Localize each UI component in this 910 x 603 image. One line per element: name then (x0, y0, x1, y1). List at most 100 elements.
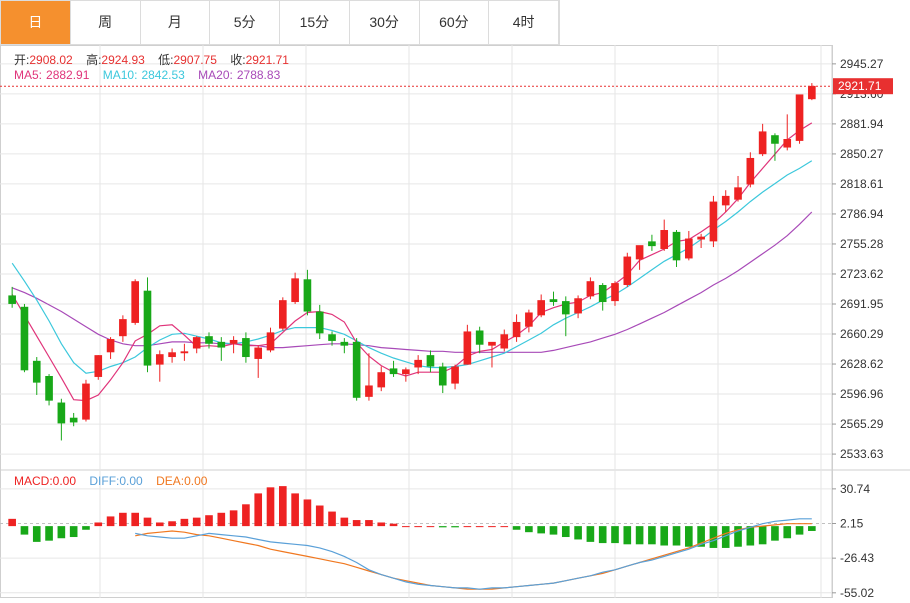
candle-body (180, 351, 189, 354)
candle-body (746, 157, 755, 185)
macd-bar (463, 526, 472, 528)
ma10-value: 2842.53 (141, 68, 185, 82)
macd-bar (672, 526, 681, 546)
last-price-label: 2921.71 (838, 79, 882, 93)
tab-0[interactable]: 日 (1, 1, 71, 44)
tab-5[interactable]: 30分 (350, 1, 420, 44)
dea-value: 0.00 (184, 474, 208, 488)
candle-body (500, 334, 509, 349)
macd-bar (315, 505, 324, 527)
macd-bar (414, 526, 422, 528)
price-tick-label: 2723.62 (840, 267, 884, 281)
macd-bar (266, 487, 275, 527)
macd-bar (771, 526, 779, 541)
candle-body (45, 375, 53, 401)
ohlc-info: 开:2908.02 高:2924.93 低:2907.75 收:2921.71 (14, 51, 299, 68)
macd-tick-label: 2.15 (840, 517, 864, 531)
macd-bar (561, 526, 570, 538)
candle-body (20, 306, 29, 371)
candle-body (291, 278, 299, 303)
candle-body (279, 300, 287, 329)
candle-body (463, 331, 472, 365)
diff-value: 0.00 (119, 474, 143, 488)
macd-bar (106, 516, 115, 527)
diff-info-item: DIFF:0.00 (89, 474, 142, 488)
candle-body (192, 337, 201, 349)
macd-bar (8, 518, 16, 527)
macd-bar (512, 526, 521, 530)
candlestick-chart[interactable]: 2945.272913.602881.942850.272818.612786.… (0, 45, 910, 600)
macd-tick-label: -26.43 (840, 551, 874, 565)
price-tick-label: 2755.28 (840, 237, 884, 251)
candle-body (451, 366, 459, 384)
candle-body (377, 372, 386, 388)
ma5-info: MA5: 2882.91 (14, 68, 89, 82)
tab-3[interactable]: 5分 (210, 1, 280, 44)
macd-info: MACD:0.00 DIFF:0.00 DEA:0.00 (14, 474, 217, 488)
high-value: 2924.93 (101, 53, 145, 67)
macd-info-item: MACD:0.00 (14, 474, 76, 488)
candle-body (758, 131, 767, 155)
candle-body (402, 369, 410, 375)
candle-body (168, 352, 176, 358)
macd-bar (808, 526, 816, 531)
price-tick-label: 2850.27 (840, 147, 884, 161)
candle-body (303, 279, 312, 312)
dea-line (135, 523, 812, 590)
price-tick-label: 2881.94 (840, 117, 884, 131)
macd-bar (389, 523, 398, 527)
macd-bar (451, 526, 459, 528)
candle-body (155, 354, 164, 365)
candle-body (771, 135, 779, 144)
candle-body (57, 402, 66, 424)
tab-1[interactable]: 周 (71, 1, 141, 44)
dea-label: DEA: (156, 474, 185, 488)
tab-6[interactable]: 60分 (420, 1, 490, 44)
macd-bar (229, 510, 238, 527)
price-tick-label: 2565.29 (840, 417, 884, 431)
candle-body (783, 139, 792, 148)
candle-body (69, 417, 78, 423)
ma10-info: MA10: 2842.53 (103, 68, 185, 82)
candle-body (229, 339, 238, 344)
macd-bar (635, 526, 644, 545)
macd-value: 0.00 (52, 474, 77, 488)
candle-body (131, 281, 139, 323)
candle-body (438, 366, 447, 386)
candle-body (266, 332, 275, 351)
macd-bar (586, 526, 595, 542)
macd-bar (131, 512, 139, 527)
macd-bar (709, 526, 718, 548)
candle-body (254, 347, 263, 359)
macd-bar (94, 522, 103, 527)
macd-bar (69, 526, 78, 538)
ma20-info: MA20: 2788.83 (198, 68, 280, 82)
macd-bar (242, 504, 250, 527)
candle-body (389, 368, 398, 375)
tab-7[interactable]: 4时 (489, 1, 559, 44)
candle-body (217, 341, 226, 348)
macd-bar (525, 526, 533, 533)
candle-body (734, 187, 742, 200)
macd-bar (623, 526, 632, 545)
tab-2[interactable]: 月 (141, 1, 211, 44)
price-tick-label: 2596.96 (840, 387, 884, 401)
candle-body (685, 238, 693, 259)
candle-body (205, 336, 213, 344)
tab-4[interactable]: 15分 (280, 1, 350, 44)
macd-bar (488, 526, 496, 528)
macd-bar (734, 526, 742, 547)
candle-body (549, 299, 558, 303)
candle-body (721, 195, 730, 206)
close-value: 2921.71 (245, 53, 289, 67)
price-tick-label: 2628.62 (840, 357, 884, 371)
macd-bar (192, 517, 201, 527)
candle-body (143, 290, 152, 366)
macd-bar (721, 526, 730, 548)
ma5-label: MA5: (14, 68, 43, 82)
candle-body (414, 359, 422, 368)
price-tick-label: 2945.27 (840, 57, 884, 71)
candle-body (328, 334, 336, 341)
price-tick-label: 2818.61 (840, 177, 884, 191)
macd-bar (217, 512, 226, 527)
